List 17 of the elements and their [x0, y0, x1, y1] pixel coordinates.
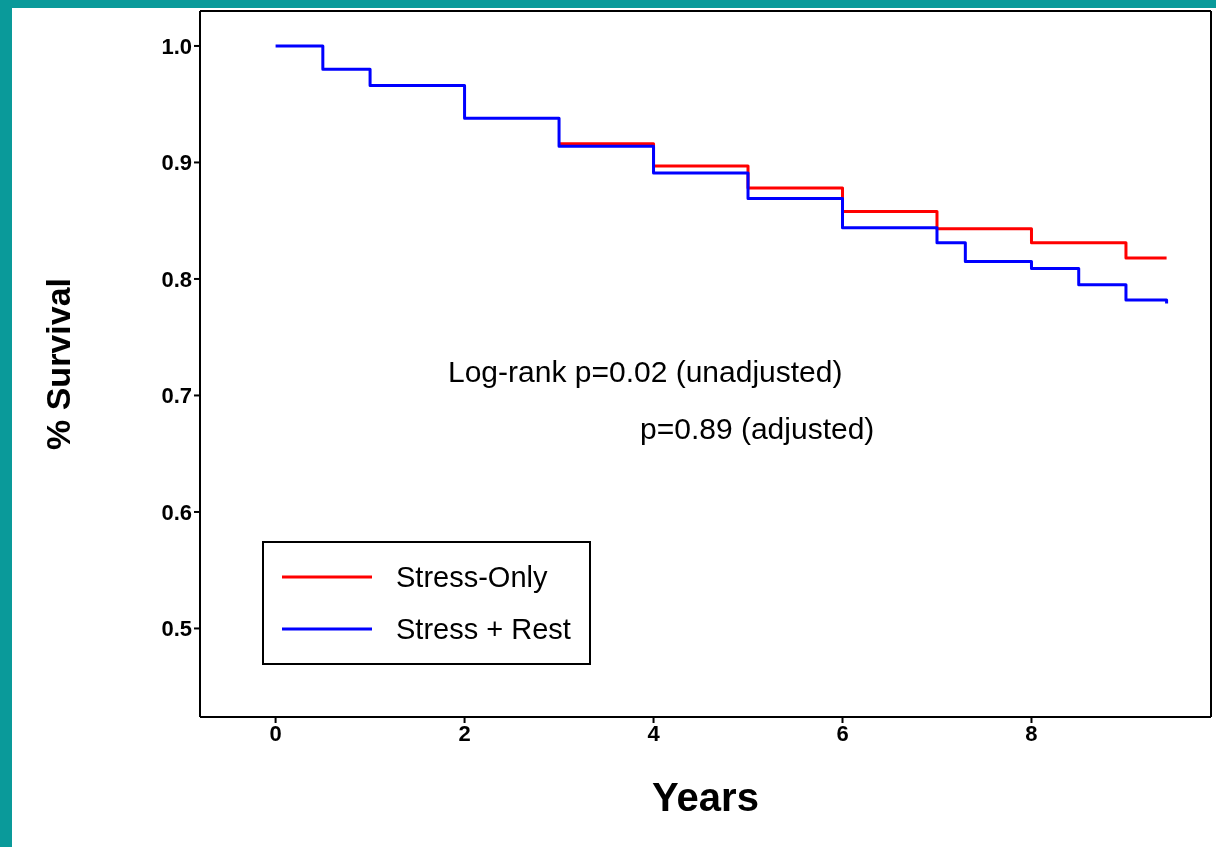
y-tick-label: 0.5 [161, 616, 192, 642]
y-axis-title: % Survival [39, 278, 78, 450]
legend-label: Stress + Rest [396, 612, 571, 646]
x-tick-label: 6 [836, 720, 849, 746]
y-tick-label: 0.7 [161, 383, 192, 409]
x-tick-label: 2 [458, 720, 471, 746]
y-tick-label: 0.9 [161, 150, 192, 176]
annotation: p=0.89 (adjusted) [640, 412, 875, 446]
x-tick-label: 8 [1025, 720, 1038, 746]
y-tick-label: 0.8 [161, 266, 192, 292]
x-axis-title: Years [652, 775, 759, 819]
x-tick-label: 0 [269, 720, 282, 746]
y-tick-label: 0.6 [161, 499, 192, 525]
y-tick-label: 1.0 [161, 33, 192, 59]
legend-label: Stress-Only [396, 560, 548, 594]
x-tick-label: 4 [647, 720, 661, 746]
annotation: Log-rank p=0.02 (unadjusted) [448, 355, 843, 389]
